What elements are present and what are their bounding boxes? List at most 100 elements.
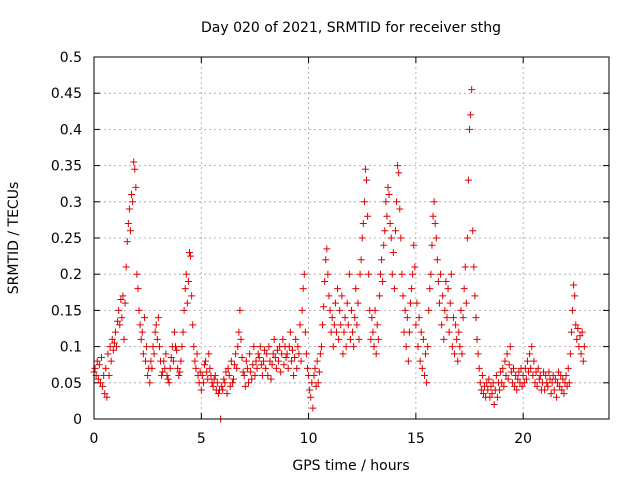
data-point: [164, 375, 172, 383]
data-point: [140, 314, 148, 322]
data-point: [152, 321, 160, 329]
data-point: [270, 335, 278, 343]
data-point: [497, 368, 505, 376]
data-point: [119, 292, 127, 300]
data-point: [469, 227, 477, 235]
data-point: [363, 176, 371, 184]
data-point: [122, 263, 130, 271]
data-point: [449, 314, 457, 322]
data-point: [159, 368, 167, 376]
data-point: [459, 314, 467, 322]
data-point: [292, 335, 300, 343]
data-point: [223, 390, 231, 398]
data-point: [562, 372, 570, 380]
data-point: [462, 299, 470, 307]
data-point: [345, 270, 353, 278]
x-tick-labels: 0 5 10 15 20: [90, 431, 533, 447]
data-point: [219, 386, 227, 394]
data-point: [549, 372, 557, 380]
data-point: [442, 277, 450, 285]
data-point: [560, 390, 568, 398]
data-point: [190, 343, 198, 351]
data-point: [358, 234, 366, 242]
data-point: [341, 314, 349, 322]
data-point: [250, 343, 258, 351]
data-point: [448, 343, 456, 351]
data-point: [451, 350, 458, 358]
y-tick-label: 0.5: [60, 50, 82, 66]
data-point: [457, 306, 465, 314]
data-point: [328, 314, 336, 322]
data-point: [419, 335, 427, 343]
data-point: [165, 379, 173, 387]
data-point: [264, 372, 272, 380]
data-point: [474, 350, 482, 358]
data-point: [306, 386, 314, 394]
data-point: [389, 248, 397, 256]
data-point: [290, 372, 298, 380]
data-point: [252, 357, 260, 365]
data-point: [256, 343, 264, 351]
y-tick-label: 0.35: [51, 159, 82, 175]
data-point: [370, 343, 378, 351]
data-point: [257, 361, 265, 369]
data-point: [253, 364, 261, 372]
data-point: [409, 270, 417, 278]
data-point: [196, 368, 204, 376]
data-point: [325, 292, 333, 300]
data-point: [512, 372, 520, 380]
data-point: [446, 299, 454, 307]
data-point: [415, 314, 423, 322]
y-tick-label: 0.4: [60, 122, 82, 138]
data-point: [224, 364, 232, 372]
data-point: [178, 343, 186, 351]
data-point: [160, 357, 168, 365]
data-point: [115, 306, 123, 314]
data-point: [523, 357, 531, 365]
data-point: [574, 325, 582, 332]
data-point: [105, 372, 113, 380]
data-point: [184, 277, 192, 285]
data-point: [107, 357, 115, 365]
data-point: [408, 285, 416, 293]
data-point: [180, 306, 188, 314]
data-point: [573, 335, 581, 343]
data-point: [94, 375, 102, 383]
y-tick-labels: 0 0.05 0.1 0.15 0.2 0.25 0.3 0.35 0.4 0.45 0.5: [51, 50, 82, 428]
data-point: [477, 386, 485, 394]
data-point: [192, 364, 200, 372]
data-point: [139, 350, 147, 358]
data-point: [430, 198, 438, 206]
data-point: [238, 353, 246, 361]
data-point: [487, 382, 495, 390]
axis-ticks: [93, 56, 609, 420]
data-point: [391, 227, 399, 235]
data-point: [329, 343, 337, 351]
data-point: [338, 292, 346, 300]
data-point: [479, 390, 487, 398]
data-point: [343, 299, 351, 307]
data-point: [576, 332, 584, 340]
data-point: [188, 292, 196, 300]
data-point: [326, 306, 334, 314]
data-point: [222, 368, 230, 376]
data-point: [500, 382, 508, 390]
data-point: [348, 306, 355, 314]
data-point: [403, 314, 411, 322]
data-point: [117, 296, 125, 304]
data-point: [460, 285, 468, 293]
data-point: [146, 379, 154, 387]
data-point: [287, 357, 295, 365]
data-point: [154, 314, 162, 322]
data-point: [149, 343, 157, 351]
data-point: [148, 364, 156, 372]
data-point: [286, 328, 294, 336]
data-point: [360, 198, 368, 206]
data-point: [334, 285, 342, 293]
data-point: [263, 350, 271, 358]
data-point: [456, 343, 464, 351]
data-point: [513, 386, 521, 394]
data-point: [228, 379, 236, 387]
data-point: [374, 335, 382, 343]
data-point: [486, 393, 494, 401]
